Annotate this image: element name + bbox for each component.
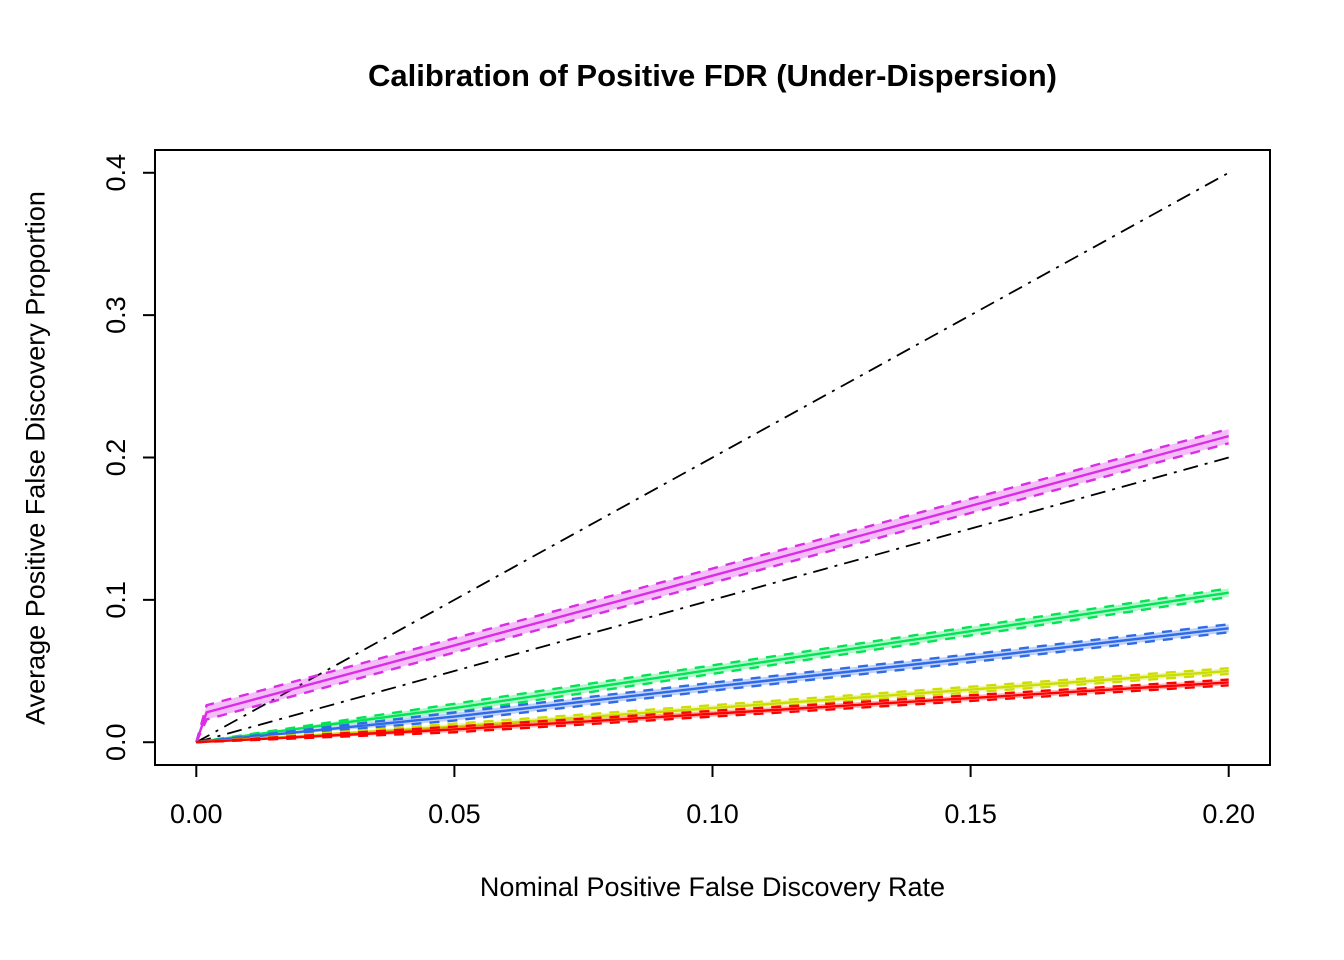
x-axis-tick-label: 0.05 <box>428 799 481 829</box>
blue-method-upper-edge <box>196 623 1229 744</box>
x-axis-tick-label: 0.20 <box>1202 799 1255 829</box>
y-axis-tick-label: 0.4 <box>101 154 131 192</box>
y-axis-tick-label: 0.3 <box>101 296 131 334</box>
x-axis-tick-label: 0.10 <box>686 799 739 829</box>
red-method-line <box>196 681 1229 744</box>
y-axis-tick-label: 0.2 <box>101 439 131 477</box>
blue-method-lower-edge <box>196 631 1229 744</box>
x-axis-title: Nominal Positive False Discovery Rate <box>479 872 946 902</box>
y-axis-title: Average Positive False Discovery Proport… <box>20 191 51 725</box>
identity-reference-line <box>196 456 1229 744</box>
magenta-method-line <box>195 434 1230 743</box>
chart-title: Calibration of Positive FDR (Under-Dispe… <box>368 58 1057 93</box>
blue-method-line <box>196 627 1229 744</box>
slope-2-reference-line <box>195 171 1230 744</box>
y-axis-tick-label: 0.1 <box>101 581 131 619</box>
green-method-lower-edge <box>196 595 1229 744</box>
green-method-line <box>196 591 1229 744</box>
yellowgreen-method-line <box>196 669 1229 744</box>
y-axis-tick-label: 0.0 <box>101 723 131 761</box>
x-axis-tick-label: 0.00 <box>170 799 223 829</box>
x-axis-tick-label: 0.15 <box>944 799 997 829</box>
magenta-method-lower-edge <box>195 442 1230 743</box>
green-method-upper-edge <box>196 587 1229 744</box>
magenta-method-band <box>196 429 1229 743</box>
